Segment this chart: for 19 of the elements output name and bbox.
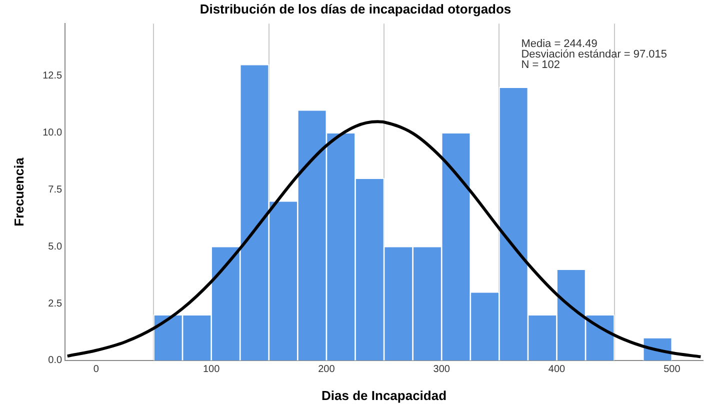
x-axis-title: Dias de Incapacidad (322, 388, 447, 403)
y-tick-label: 2.5 (48, 298, 62, 310)
annotation: Desviación estándar = 97.015 (521, 48, 668, 61)
y-tick-label: 10.0 (42, 128, 62, 139)
y-tick-label: 0.0 (48, 355, 62, 366)
x-tick-label: 200 (318, 364, 336, 376)
annotation: Media = 244.49 (521, 38, 598, 50)
x-tick-label: 300 (433, 364, 450, 376)
x-tick-label: 0 (93, 364, 100, 376)
line-series (66, 120, 702, 358)
annotation: N = 102 (521, 59, 560, 72)
x-tick-label: 100 (202, 364, 220, 376)
y-tick-label: 7.5 (48, 184, 62, 196)
y-tick-label: 5.0 (48, 241, 62, 252)
chart-title: Distribución de los días de incapacidad otorgados (200, 1, 512, 16)
y-tick-label: 12.5 (42, 70, 62, 82)
x-tick-label: 400 (548, 364, 566, 376)
x-tick-label: 500 (664, 364, 681, 376)
y-axis-title: Frecuencia (11, 156, 26, 226)
